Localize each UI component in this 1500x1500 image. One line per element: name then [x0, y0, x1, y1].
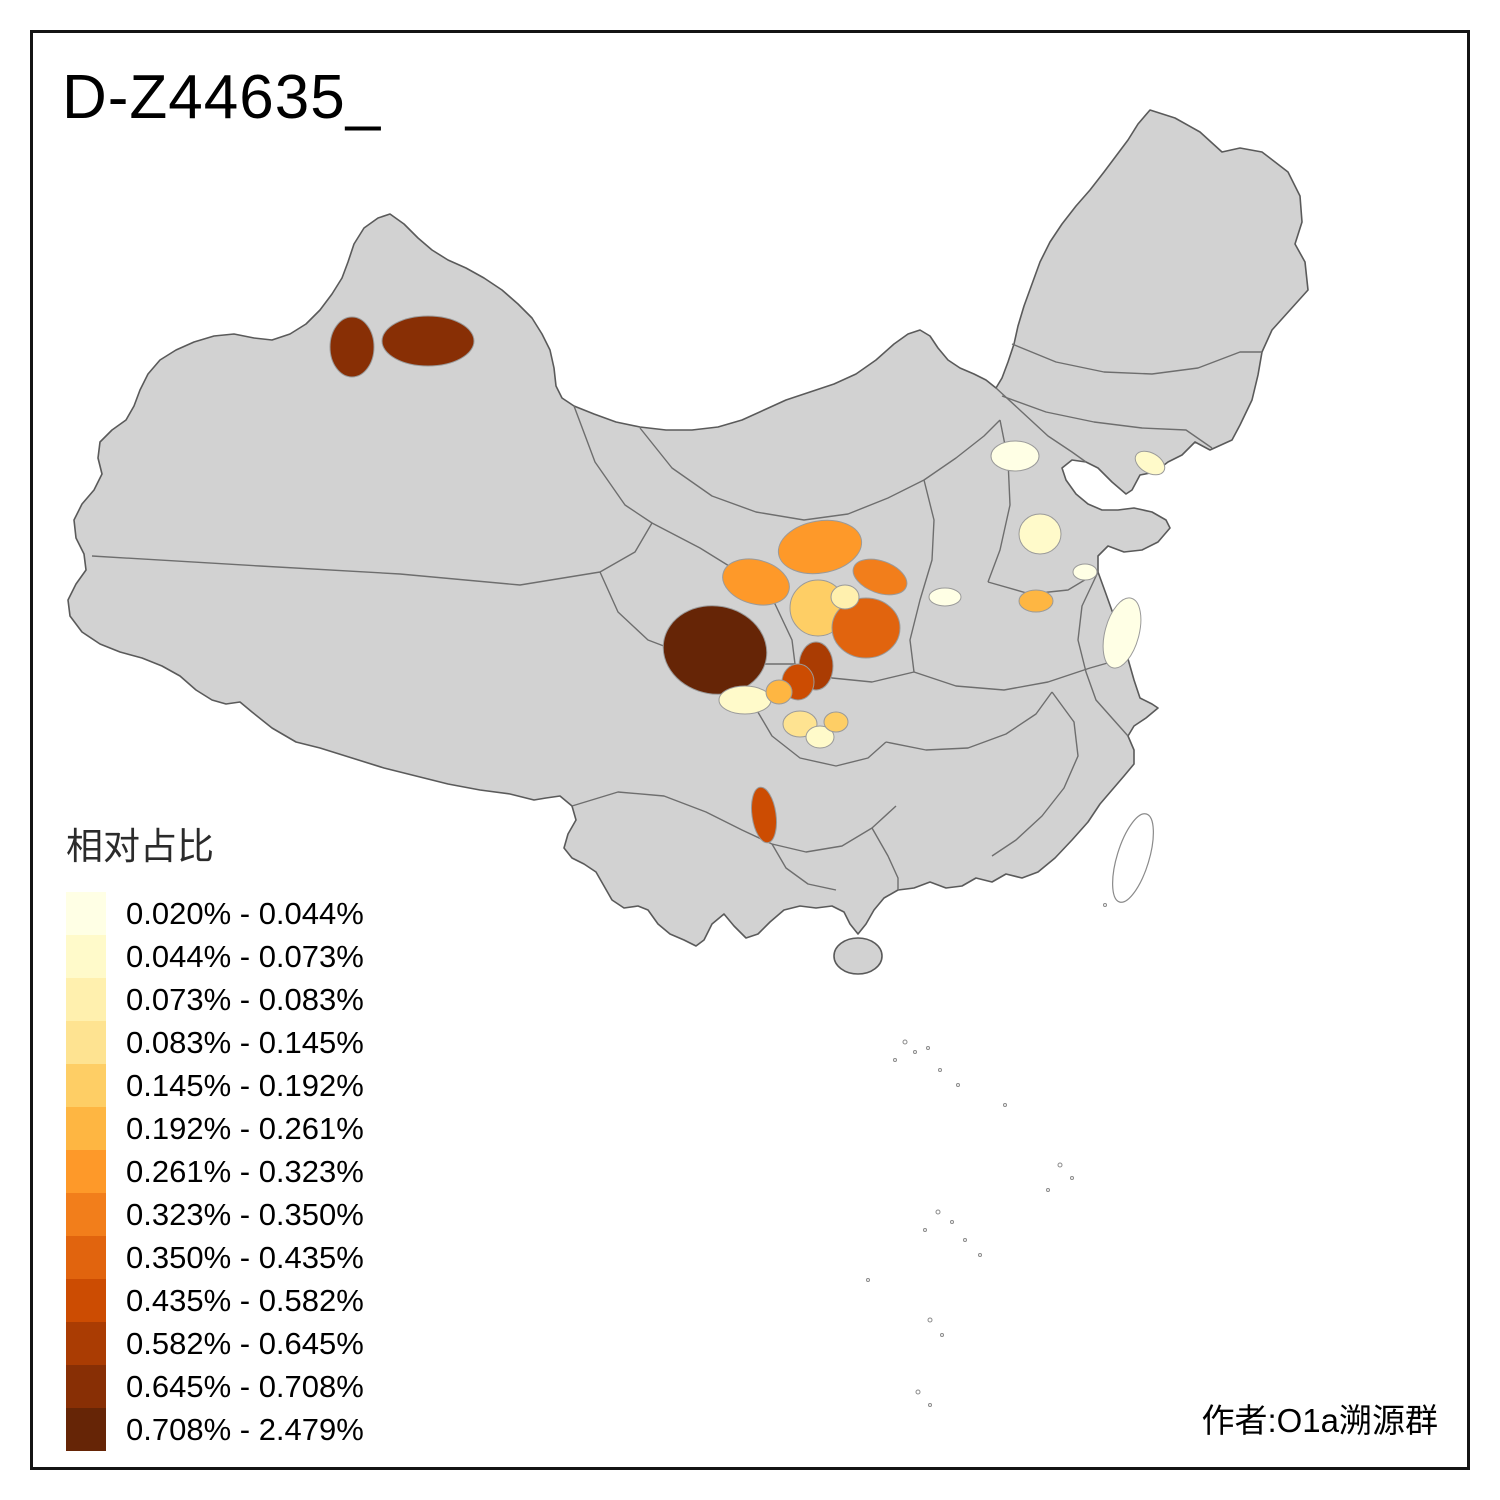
highlighted-region [777, 519, 863, 575]
legend-item: 0.350% - 0.435% [66, 1236, 364, 1279]
highlighted-region [1134, 450, 1166, 476]
legend-label: 0.708% - 2.479% [126, 1411, 364, 1447]
legend-label: 0.044% - 0.073% [126, 938, 364, 974]
legend-item: 0.261% - 0.323% [66, 1150, 364, 1193]
legend-swatch [66, 935, 106, 978]
highlighted-region [662, 605, 768, 695]
legend-item: 0.582% - 0.645% [66, 1322, 364, 1365]
legend-label: 0.192% - 0.261% [126, 1110, 364, 1146]
legend-item: 0.192% - 0.261% [66, 1107, 364, 1150]
highlighted-region [1102, 597, 1142, 669]
legend-label: 0.323% - 0.350% [126, 1196, 364, 1232]
legend-items: 0.020% - 0.044% 0.044% - 0.073% 0.073% - 0… [66, 892, 364, 1451]
highlighted-region [329, 316, 375, 378]
legend-label: 0.020% - 0.044% [126, 895, 364, 931]
legend-label: 0.435% - 0.582% [126, 1282, 364, 1318]
legend-item: 0.083% - 0.145% [66, 1021, 364, 1064]
legend-swatch [66, 1322, 106, 1365]
highlighted-region [765, 679, 793, 705]
legend-label: 0.073% - 0.083% [126, 981, 364, 1017]
legend-item: 0.020% - 0.044% [66, 892, 364, 935]
legend-swatch [66, 892, 106, 935]
highlighted-region [831, 597, 901, 659]
legend-swatch [66, 1064, 106, 1107]
legend-swatch [66, 1408, 106, 1451]
legend-label: 0.645% - 0.708% [126, 1368, 364, 1404]
legend: 相对占比 0.020% - 0.044% 0.044% - 0.073% 0.073… [66, 816, 364, 1451]
attribution: 作者:O1a溯源群 [1201, 1402, 1438, 1439]
legend-swatch [66, 1150, 106, 1193]
legend-swatch [66, 1279, 106, 1322]
highlighted-region [990, 440, 1040, 472]
legend-swatch [66, 1236, 106, 1279]
highlighted-region [1018, 589, 1054, 613]
highlighted-regions [329, 315, 1166, 844]
legend-label: 0.582% - 0.645% [126, 1325, 364, 1361]
highlighted-region [722, 558, 790, 606]
legend-title: 相对占比 [66, 826, 214, 867]
legend-label: 0.145% - 0.192% [126, 1067, 364, 1103]
legend-label: 0.083% - 0.145% [126, 1024, 364, 1060]
highlighted-region [1018, 513, 1062, 555]
legend-item: 0.323% - 0.350% [66, 1193, 364, 1236]
highlighted-region [823, 711, 849, 733]
highlighted-region [805, 725, 835, 749]
page-title: D-Z44635_ [62, 63, 382, 132]
legend-swatch [66, 978, 106, 1021]
highlighted-region [928, 587, 962, 607]
legend-label: 0.350% - 0.435% [126, 1239, 364, 1275]
legend-swatch [66, 1021, 106, 1064]
legend-item: 0.044% - 0.073% [66, 935, 364, 978]
legend-item: 0.073% - 0.083% [66, 978, 364, 1021]
highlighted-region [381, 315, 475, 367]
highlighted-region [830, 584, 860, 610]
legend-swatch [66, 1365, 106, 1408]
taiwan-island [1112, 813, 1154, 903]
highlighted-region [852, 558, 908, 596]
highlighted-region [750, 786, 778, 844]
highlighted-region [1072, 563, 1098, 581]
highlighted-region [718, 685, 772, 715]
legend-swatch [66, 1107, 106, 1150]
legend-item: 0.145% - 0.192% [66, 1064, 364, 1107]
legend-item: 0.708% - 2.479% [66, 1408, 364, 1451]
legend-swatch [66, 1193, 106, 1236]
legend-item: 0.435% - 0.582% [66, 1279, 364, 1322]
legend-item: 0.645% - 0.708% [66, 1365, 364, 1408]
hainan-island [833, 937, 883, 975]
legend-label: 0.261% - 0.323% [126, 1153, 364, 1189]
south-china-sea-islands [866, 903, 1107, 1407]
